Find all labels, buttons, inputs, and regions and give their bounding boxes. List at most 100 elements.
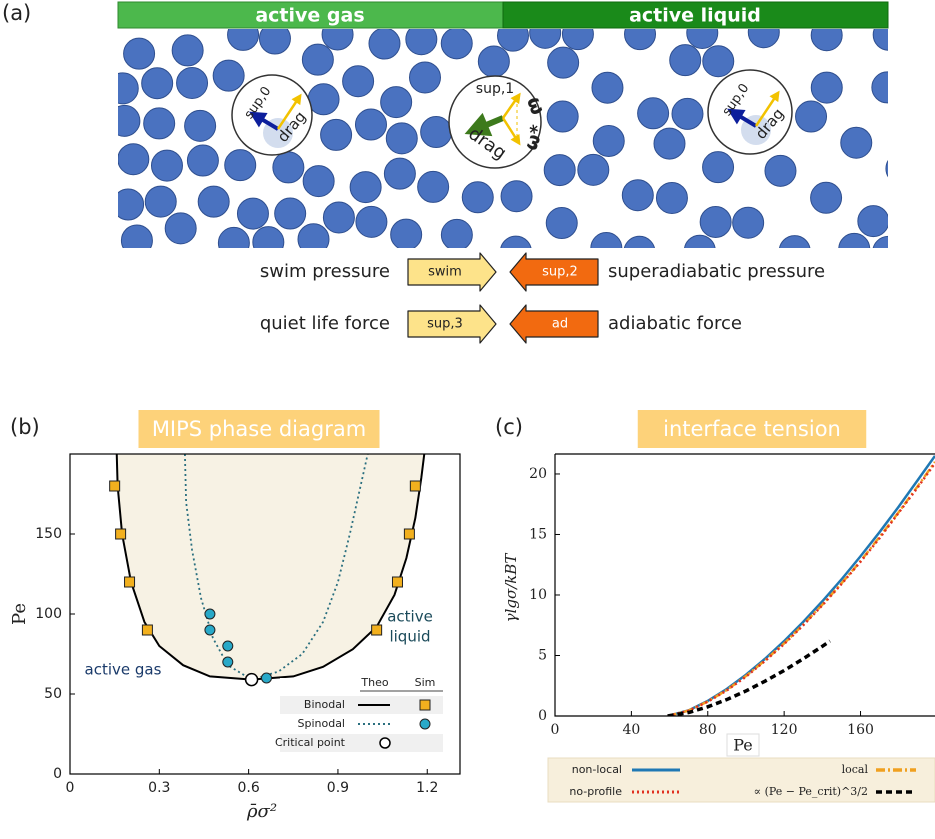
legend-marker [419,718,431,730]
particle [120,224,153,248]
legend-text: quiet life force [260,313,390,334]
particle [497,29,529,52]
y-tick-label: 0 [53,766,62,782]
particle [355,205,388,238]
particle [368,29,401,60]
particle [547,46,580,79]
particle [302,165,335,198]
x-tick-label: 0.3 [148,780,170,796]
y-tick-label: 50 [44,686,62,702]
particle [637,97,670,130]
particle [118,104,141,137]
y-tick-label: 10 [529,587,547,603]
annotation: liquid [389,628,430,646]
particle [840,126,873,159]
x-axis-label: ρ̄σ² [246,801,277,822]
curve [115,454,426,681]
particle [408,61,441,94]
particle [405,29,438,56]
sim-point [115,528,127,540]
legend-text: swim pressure [260,261,390,282]
particle [236,197,269,230]
y-axis-label: Pe [9,603,30,625]
particle [779,235,811,248]
particle [653,127,686,160]
particle [872,29,888,51]
particle [500,235,532,248]
plot [115,454,426,681]
particle [150,149,183,182]
arrow-label: swim [428,265,462,280]
x-tick-label: 0 [66,780,75,796]
particle [461,181,494,214]
particle [118,188,145,221]
arrow-label: sup,3 [427,317,463,332]
x-tick-label: 0.6 [237,780,259,796]
particle [118,143,150,176]
particle [591,71,624,104]
particle [764,154,797,187]
annotation: active [387,608,433,626]
particle [671,97,704,130]
particle [440,29,473,60]
legend-header: Sim [415,676,436,689]
particle [171,34,204,67]
particle [297,223,330,248]
sim-point [409,480,421,492]
legend-arrow [509,252,599,292]
x-tick-label: 80 [699,722,717,738]
particle [655,181,688,214]
particle [342,65,375,98]
particle [349,171,382,204]
particle [590,232,623,248]
particle [810,29,843,52]
legend-arrow [509,304,599,344]
particle [144,185,177,218]
particle [212,59,245,92]
particle [838,232,871,248]
panel-label: (b) [10,415,40,439]
particle [164,212,197,245]
gas-band [117,1,504,29]
chart-title: MIPS phase diagram [152,417,366,441]
particle [477,45,510,78]
curve [667,455,935,716]
x-tick-label: 1.2 [416,780,438,796]
particle [380,86,413,119]
particle [143,107,176,140]
particle [702,151,735,184]
arrow-head [769,90,780,103]
sim-point [204,624,216,636]
x-tick-label: 120 [771,722,798,738]
sim-point [371,624,383,636]
force-arrow [501,117,519,141]
arrow-head [464,112,493,137]
particle [747,29,780,49]
legend-label: Spinodal [297,717,345,730]
legend-label: Critical point [275,736,346,749]
particle [546,100,579,133]
particle [872,235,888,248]
particle [561,29,594,51]
y-tick-label: 5 [538,647,547,663]
title-box [637,410,867,448]
particle [623,235,655,248]
particle [322,201,355,234]
annotation: active gas [85,661,162,679]
sim-point [260,672,272,684]
sim-point [124,576,136,588]
legend-marker [419,699,431,711]
sim-point [204,608,216,620]
sim-point [141,624,153,636]
arrow-head [291,93,302,106]
particle [684,234,716,248]
arrow-label: ad [552,317,568,332]
legend-text: superadiabatic pressure [608,261,825,282]
legend-label: no-profile [569,785,622,798]
particle [390,218,423,248]
particle [227,29,260,51]
particle [732,206,765,239]
curve [184,454,369,681]
particle [383,157,416,190]
